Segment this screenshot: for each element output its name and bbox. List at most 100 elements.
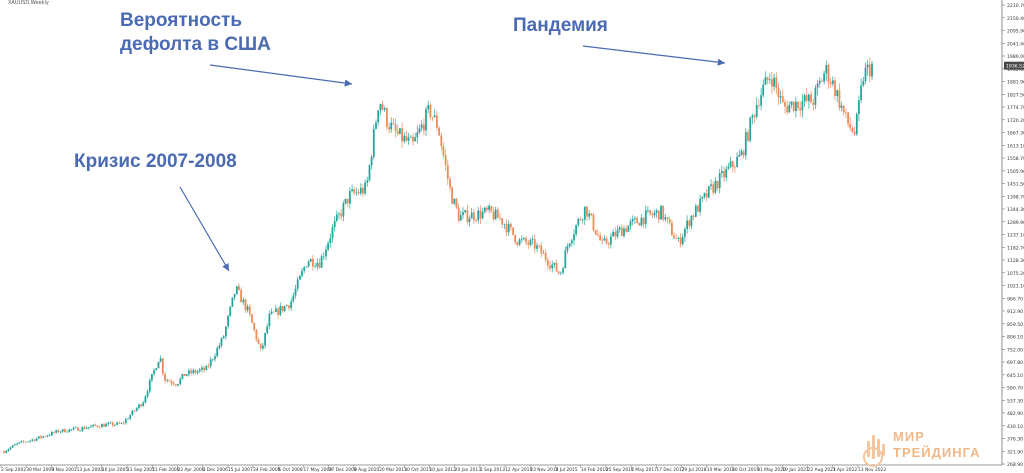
- candle-body: [479, 210, 482, 219]
- candle-body: [570, 240, 573, 244]
- candle-body: [42, 436, 45, 438]
- y-tick-label: 1021.10: [1007, 284, 1024, 290]
- candle-body: [53, 432, 55, 433]
- symbol-label: XAUUSD,Weekly: [8, 0, 49, 6]
- candle-body: [35, 438, 38, 441]
- candle-body: [492, 211, 495, 220]
- candle-body: [412, 136, 414, 142]
- candle-body: [133, 410, 136, 412]
- x-tick-label: 20 Oct 2019: [732, 467, 759, 473]
- candle-body: [666, 217, 669, 219]
- candle-body: [618, 227, 621, 230]
- candle-body: [227, 315, 229, 327]
- candle-body: [459, 215, 462, 221]
- candle-body: [725, 168, 728, 178]
- x-tick-label: 5 Oct 2008: [278, 467, 303, 473]
- candle-body: [729, 161, 732, 167]
- candle-body: [634, 218, 636, 219]
- candle-body: [788, 105, 791, 113]
- candle-body: [399, 128, 401, 134]
- arrow-pandemic: [582, 45, 726, 66]
- candle-body: [845, 112, 847, 113]
- candle-body: [168, 380, 171, 382]
- candle-body: [394, 124, 397, 132]
- candle-body: [7, 449, 10, 451]
- candle-body: [771, 79, 773, 87]
- y-tick-label: 2095.90: [1007, 29, 1024, 35]
- arrow-default: [209, 64, 353, 87]
- candle-body: [614, 232, 617, 237]
- candle-body: [194, 370, 197, 373]
- candle-body: [568, 243, 571, 247]
- candle-body: [697, 205, 699, 212]
- candle-body: [464, 210, 467, 213]
- candle-body: [175, 384, 177, 386]
- candle-body: [290, 301, 293, 309]
- candle-body: [701, 196, 704, 199]
- candle-body: [318, 262, 321, 268]
- x-tick-label: 10 Jan 2021: [782, 467, 809, 473]
- candle-body: [540, 245, 543, 254]
- candle-body: [686, 220, 688, 230]
- candle-body: [207, 365, 210, 367]
- candle-body: [312, 258, 314, 267]
- candle-body: [390, 122, 393, 130]
- brand-logo: МИР ТРЕЙДИНГА: [857, 427, 980, 467]
- candle-body: [703, 193, 706, 197]
- candle-body: [462, 212, 464, 216]
- candle-body: [283, 306, 286, 311]
- candle-body: [340, 213, 343, 217]
- candle-body: [723, 171, 725, 178]
- candle-body: [107, 423, 110, 424]
- candle-body: [281, 306, 284, 311]
- candle-body: [423, 124, 425, 131]
- candle-body: [240, 289, 242, 303]
- y-tick-label: 1935.00: [1007, 67, 1024, 73]
- candle-body: [590, 213, 593, 216]
- candle-body: [209, 359, 212, 367]
- candle-body: [694, 205, 697, 217]
- candle-body: [320, 256, 323, 268]
- candle-body: [29, 440, 31, 442]
- candle-body: [592, 215, 595, 231]
- candle-body: [259, 343, 262, 349]
- candle-body: [838, 90, 841, 108]
- candle-body: [792, 101, 795, 112]
- candle-body: [322, 256, 325, 257]
- x-tick-label: 10 Jun 2012: [430, 467, 457, 473]
- candle-body: [573, 234, 575, 241]
- candle-body: [138, 404, 140, 409]
- candle-body: [203, 367, 205, 371]
- candle-body: [620, 227, 623, 236]
- candle-body: [583, 206, 586, 220]
- candle-body: [344, 198, 347, 204]
- y-tick-label: 859.50: [1007, 322, 1023, 328]
- y-tick-label: 966.70: [1007, 296, 1023, 302]
- candle-body: [14, 444, 16, 446]
- candle-body: [379, 104, 382, 111]
- candle-body: [77, 427, 79, 431]
- candle-body: [496, 209, 499, 218]
- y-tick-label: 1774.70: [1007, 105, 1024, 111]
- candle-body: [211, 359, 214, 360]
- candle-body: [66, 431, 68, 433]
- y-tick-label: 1505.90: [1007, 169, 1024, 175]
- candle-body: [116, 422, 118, 425]
- candle-body: [831, 80, 834, 84]
- candle-body: [866, 64, 869, 68]
- candle-body: [616, 229, 619, 237]
- candle-body: [248, 306, 251, 315]
- candle-body: [864, 67, 867, 82]
- x-tick-label: 30 Mar 2003: [26, 467, 54, 473]
- current-price-label: 1936.52: [1006, 64, 1024, 70]
- candle-body: [368, 165, 371, 181]
- candle-body: [575, 225, 577, 235]
- candle-body: [124, 419, 127, 423]
- candle-body: [501, 218, 504, 225]
- candle-body: [22, 441, 25, 442]
- candle-body: [740, 151, 743, 155]
- candle-body: [579, 219, 582, 220]
- candle-body: [455, 198, 458, 208]
- x-tick-label: 2 Sep 2002: [1, 467, 26, 473]
- candle-body: [749, 117, 752, 141]
